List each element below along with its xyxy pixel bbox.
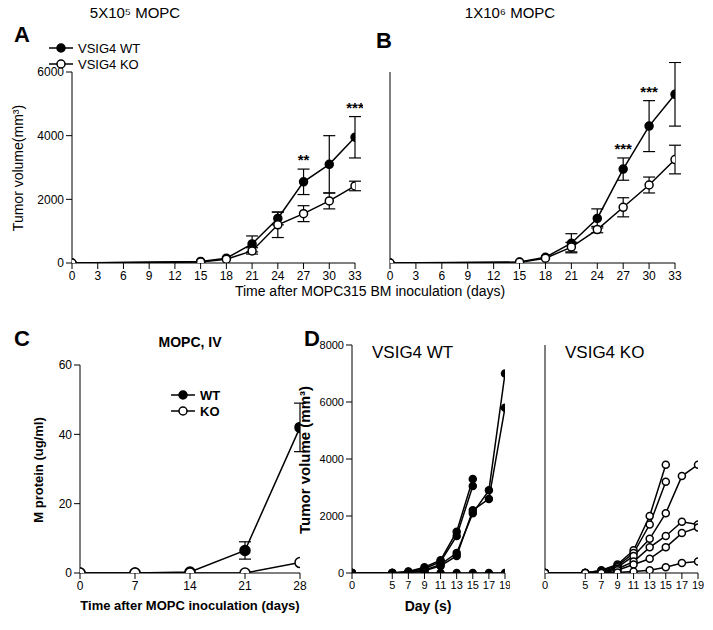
html-text:A: A bbox=[14, 22, 30, 47]
svg-text:12: 12 bbox=[487, 269, 501, 283]
html-text:Time after MOPC315 BM inoculat: Time after MOPC315 BM inoculation (days) bbox=[234, 283, 506, 299]
html-text:M protein (ug/ml): M protein (ug/ml) bbox=[30, 417, 46, 523]
svg-text:0: 0 bbox=[542, 579, 548, 591]
svg-text:24: 24 bbox=[591, 269, 605, 283]
html-text:C: C bbox=[14, 326, 30, 351]
svg-text:27: 27 bbox=[617, 269, 631, 283]
svg-text:33: 33 bbox=[668, 269, 682, 283]
html-text:D: D bbox=[304, 326, 320, 351]
svg-text:18: 18 bbox=[539, 269, 553, 283]
svg-text:11: 11 bbox=[435, 579, 446, 591]
html-text:VSIG4 KO: VSIG4 KO bbox=[565, 343, 645, 362]
svg-text:***: *** bbox=[614, 140, 632, 157]
svg-text:21: 21 bbox=[245, 269, 259, 283]
svg-text:30: 30 bbox=[642, 269, 656, 283]
svg-text:***: *** bbox=[640, 83, 658, 100]
html-text:VSIG4 WT: VSIG4 WT bbox=[78, 40, 141, 56]
svg-text:15: 15 bbox=[467, 579, 479, 591]
svg-text:6: 6 bbox=[438, 269, 445, 283]
html-text:MOPC, IV: MOPC, IV bbox=[158, 334, 222, 350]
svg-text:12: 12 bbox=[168, 269, 182, 283]
svg-text:0: 0 bbox=[65, 566, 72, 580]
svg-text:14: 14 bbox=[183, 579, 197, 593]
svg-text:13: 13 bbox=[451, 579, 463, 591]
svg-text:9: 9 bbox=[464, 269, 471, 283]
html-text:Tumor volume(mm³): Tumor volume(mm³) bbox=[10, 104, 26, 232]
svg-text:15: 15 bbox=[660, 579, 672, 591]
html-text:VSIG4 WT: VSIG4 WT bbox=[372, 343, 454, 362]
svg-text:3: 3 bbox=[94, 269, 101, 283]
svg-text:2000: 2000 bbox=[37, 193, 64, 207]
html-text:5X10⁵ MOPC: 5X10⁵ MOPC bbox=[89, 4, 181, 21]
svg-text:2000: 2000 bbox=[320, 510, 344, 522]
svg-text:21: 21 bbox=[238, 579, 252, 593]
html-text:1X10⁶ MOPC: 1X10⁶ MOPC bbox=[464, 4, 556, 21]
svg-text:6000: 6000 bbox=[37, 65, 64, 80]
svg-text:17: 17 bbox=[483, 579, 495, 591]
svg-text:0: 0 bbox=[77, 579, 84, 593]
svg-text:27: 27 bbox=[297, 269, 311, 283]
svg-text:0: 0 bbox=[69, 269, 76, 283]
svg-text:0: 0 bbox=[338, 567, 344, 579]
svg-text:20: 20 bbox=[59, 497, 73, 511]
svg-text:15: 15 bbox=[513, 269, 527, 283]
svg-text:3: 3 bbox=[413, 269, 420, 283]
svg-text:4000: 4000 bbox=[37, 129, 64, 143]
svg-text:18: 18 bbox=[220, 269, 234, 283]
html-text:B: B bbox=[376, 28, 392, 53]
svg-text:0: 0 bbox=[57, 256, 64, 270]
svg-text:0: 0 bbox=[349, 579, 355, 591]
svg-text:***: *** bbox=[346, 99, 363, 116]
svg-text:6: 6 bbox=[120, 269, 127, 283]
svg-text:28: 28 bbox=[293, 579, 307, 593]
svg-text:19: 19 bbox=[692, 579, 704, 591]
svg-text:7: 7 bbox=[132, 579, 139, 593]
svg-text:9: 9 bbox=[421, 579, 427, 591]
svg-text:19: 19 bbox=[499, 579, 510, 591]
html-text:VSIG4 KO: VSIG4 KO bbox=[78, 56, 139, 72]
svg-text:33: 33 bbox=[348, 269, 362, 283]
svg-text:0: 0 bbox=[387, 269, 394, 283]
svg-text:5: 5 bbox=[582, 579, 588, 591]
svg-text:11: 11 bbox=[628, 579, 639, 591]
svg-text:24: 24 bbox=[271, 269, 285, 283]
svg-text:40: 40 bbox=[59, 428, 73, 442]
svg-text:7: 7 bbox=[598, 579, 604, 591]
html-text:Time after MOPC inoculation (d: Time after MOPC inoculation (days) bbox=[80, 598, 300, 613]
svg-text:8000: 8000 bbox=[320, 339, 344, 351]
svg-text:13: 13 bbox=[644, 579, 656, 591]
svg-text:15: 15 bbox=[194, 269, 208, 283]
svg-text:21: 21 bbox=[565, 269, 579, 283]
svg-text:5: 5 bbox=[389, 579, 395, 591]
svg-text:17: 17 bbox=[676, 579, 688, 591]
svg-text:4000: 4000 bbox=[320, 453, 344, 465]
svg-text:7: 7 bbox=[405, 579, 411, 591]
svg-text:6000: 6000 bbox=[320, 396, 344, 408]
svg-text:9: 9 bbox=[146, 269, 153, 283]
svg-text:**: ** bbox=[298, 151, 310, 168]
html-text:WT: WT bbox=[200, 387, 221, 403]
html-text:Tumor volume (mm³): Tumor volume (mm³) bbox=[295, 386, 313, 534]
svg-text:30: 30 bbox=[323, 269, 337, 283]
svg-text:9: 9 bbox=[614, 579, 620, 591]
svg-text:60: 60 bbox=[59, 358, 73, 372]
html-text:KO: KO bbox=[200, 403, 220, 419]
html-text:Day (s): Day (s) bbox=[404, 598, 452, 614]
